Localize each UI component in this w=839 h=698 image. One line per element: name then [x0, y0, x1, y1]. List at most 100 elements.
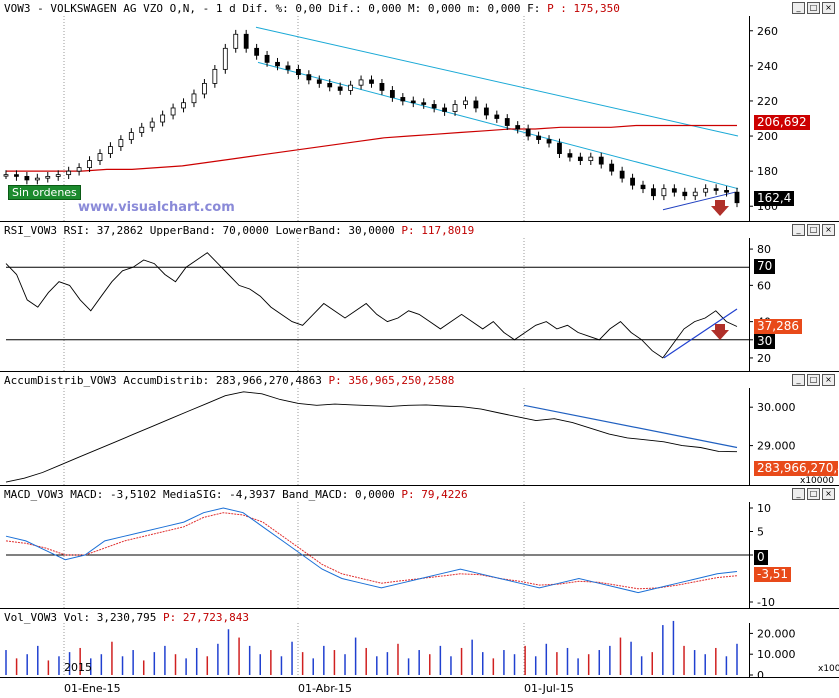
candle-body — [24, 175, 30, 181]
minimize-icon[interactable]: _ — [792, 2, 805, 14]
rsi-line — [5, 252, 738, 359]
y-tick-label: 260 — [757, 25, 778, 38]
candle-body — [264, 54, 270, 63]
rsi-title-main: RSI_VOW3 RSI: 37,2862 UpperBand: 70,0000… — [4, 224, 395, 237]
y-tick-label: 5 — [757, 526, 764, 539]
candle-body — [160, 114, 166, 123]
candle-body — [76, 167, 82, 172]
candle-body — [410, 100, 416, 104]
candle-body — [181, 102, 186, 109]
close-icon[interactable]: × — [822, 224, 835, 236]
candle-body — [640, 184, 646, 190]
candle-body — [682, 191, 688, 197]
candle-body — [108, 146, 113, 154]
candle-body — [431, 104, 437, 109]
minimize-icon[interactable]: _ — [792, 374, 805, 386]
close-icon[interactable]: × — [822, 374, 835, 386]
close-icon[interactable]: × — [822, 2, 835, 14]
separator — [0, 485, 839, 486]
rsi-window-buttons: _ □ × — [792, 224, 835, 236]
candle-body — [139, 126, 145, 133]
candle-body — [275, 61, 280, 67]
price-title-value: P : 175,350 — [547, 2, 620, 15]
candle-body — [170, 107, 176, 116]
candle-body — [536, 135, 541, 140]
candle-body — [515, 125, 521, 130]
candle-body — [202, 83, 207, 95]
lower-channel-line — [257, 61, 739, 190]
minimize-icon[interactable]: _ — [792, 488, 805, 500]
minimize-icon[interactable]: _ — [792, 224, 805, 236]
candle-body — [14, 174, 19, 177]
candle-body — [567, 153, 573, 158]
x-year-label: 2015 — [64, 661, 92, 674]
vol-panel: Vol_VOW3 Vol: 3,230,795 P: 27,723,843 0 1… — [0, 609, 839, 677]
down-arrow-icon — [711, 324, 729, 340]
price-value-tag: 162,4 — [754, 191, 795, 206]
candle-body — [661, 188, 667, 197]
separator — [0, 221, 839, 222]
vol-title-value: P: 27,723,843 — [162, 611, 250, 624]
candle-body — [45, 175, 51, 179]
candle-body — [306, 74, 312, 81]
price-axis-line — [749, 16, 750, 222]
y-tick-label: 20.000 — [757, 627, 796, 640]
close-icon[interactable]: × — [822, 488, 835, 500]
ad-title-value: P: 356,965,250,2588 — [328, 374, 455, 387]
y-tick-label: 220 — [757, 95, 778, 108]
ad-chart[interactable]: 29.000 30.000 — [0, 372, 839, 485]
macd-window-buttons: _ □ × — [792, 488, 835, 500]
macd-title-main: MACD_VOW3 MACD: -3,5102 MediaSIG: -4,393… — [4, 488, 395, 501]
candle-body — [463, 100, 468, 105]
candle-body — [243, 33, 249, 49]
candle-body — [557, 142, 562, 154]
candle-body — [254, 47, 260, 56]
separator — [0, 677, 839, 678]
orders-badge[interactable]: Sin ordenes — [8, 185, 81, 200]
rsi-trend-line — [663, 308, 738, 359]
candle-body — [66, 170, 72, 176]
candle-body — [671, 188, 677, 193]
candle-body — [87, 160, 92, 169]
maximize-icon[interactable]: □ — [807, 2, 820, 14]
support-line — [662, 191, 736, 211]
price-title: VOW3 - VOLKSWAGEN AG VZO O,N, - 1 d Dif.… — [4, 2, 620, 15]
rsi-title-value: P: 117,8019 — [401, 224, 475, 237]
candle-body — [724, 190, 729, 193]
candle-body — [400, 97, 406, 102]
macd-value-tag: -3,51 — [754, 567, 792, 582]
ad-line — [5, 391, 738, 483]
candle-body — [588, 156, 594, 162]
y-tick-label: 30.000 — [757, 401, 796, 414]
candle-body — [734, 191, 740, 204]
macd-title-value: P: 79,4226 — [401, 488, 468, 501]
ad-window-buttons: _ □ × — [792, 374, 835, 386]
rsi-chart[interactable]: 2030406080 — [0, 222, 839, 372]
candle-body — [379, 83, 385, 91]
maximize-icon[interactable]: □ — [807, 488, 820, 500]
candle-body — [34, 177, 40, 181]
candle-body — [703, 188, 709, 193]
y-tick-label: -10 — [757, 596, 775, 608]
candle-body — [337, 86, 343, 91]
watermark: www.visualchart.com — [78, 200, 235, 215]
candle-body — [525, 128, 531, 137]
vol-chart[interactable]: 0 10.000 20.000 — [0, 609, 839, 677]
macd-zero-tag: 0 — [754, 550, 768, 565]
ad-axis-line — [749, 388, 750, 485]
candle-body — [55, 174, 61, 177]
vol-title: Vol_VOW3 Vol: 3,230,795 P: 27,723,843 — [4, 611, 249, 624]
ad-value-tag: 283,966,270,48 — [754, 461, 838, 476]
candle-body — [285, 65, 291, 70]
rsi-axis-line — [749, 238, 750, 372]
macd-chart[interactable]: -10 0 5 10 — [0, 486, 839, 608]
rsi-panel: RSI_VOW3 RSI: 37,2862 UpperBand: 70,0000… — [0, 222, 839, 372]
maximize-icon[interactable]: □ — [807, 224, 820, 236]
ad-title: AccumDistrib_VOW3 AccumDistrib: 283,966,… — [4, 374, 454, 387]
ma-value-tag: 206,692 — [754, 115, 810, 130]
vol-multiplier: x100 — [818, 664, 839, 674]
rsi-value-tag: 37,286 — [754, 319, 802, 334]
vol-axis-line — [749, 623, 750, 677]
maximize-icon[interactable]: □ — [807, 374, 820, 386]
